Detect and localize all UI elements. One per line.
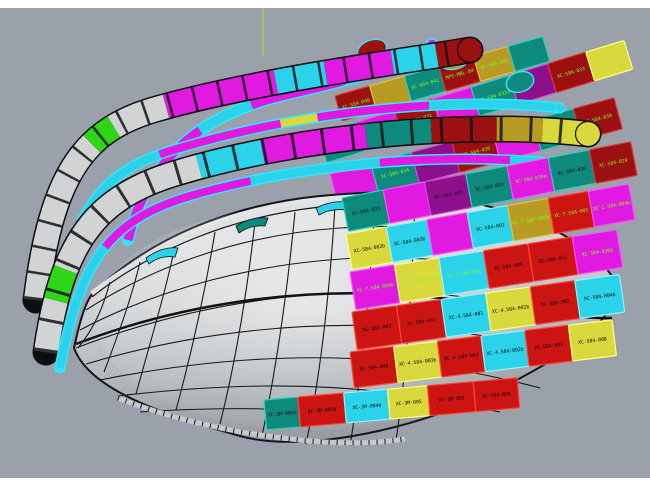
plate-label: XC-584-003: [362, 323, 392, 333]
plate-label: XC-584-001: [476, 222, 506, 233]
plate-label: XC-7.584-004b: [356, 282, 394, 294]
girder-segment[interactable]: [24, 38, 473, 302]
plate-label: XC-584-030b: [581, 247, 613, 258]
plate-label: XC-584-003b: [394, 236, 426, 247]
plate-label: XC-4.584-001: [444, 352, 479, 362]
plate-row: XC-584-003 XC-584-001 XC-4.584-001 XC-4.584…: [351, 274, 626, 351]
hull-plate[interactable]: [589, 141, 638, 184]
girders-layer: [22, 36, 613, 374]
girder-end-cap: [574, 120, 602, 148]
plate-label: XC-3M-005: [396, 399, 423, 407]
plate-label: XC-3M-004b: [352, 403, 381, 412]
plate-label: XC-584-002b: [353, 243, 385, 254]
girder-segment[interactable]: [123, 40, 436, 242]
girder-end-cap: [505, 70, 535, 94]
plate-label: XC-584-011: [538, 255, 568, 265]
plate-row: XC-3M-005b XC-3M-005b XC-3M-004b XC-3M-005 X…: [263, 377, 521, 431]
bottom-flange: [117, 395, 406, 446]
plate-row: XC-7.584-004b XC-7.584-005 XC-7.584-001 XC-…: [349, 229, 624, 310]
viewport-content: XC-584-040XC-584-041MPS-MBL-04XC-584-042…: [0, 8, 650, 478]
deck-girder[interactable]: [32, 115, 602, 366]
girder-segment[interactable]: [34, 116, 590, 354]
hull-plate[interactable]: [571, 229, 624, 275]
plate-label: XC-584-029: [599, 158, 629, 169]
girder-segment[interactable]: [50, 100, 561, 331]
plate-label: XC-4.584-001: [449, 311, 484, 322]
plate-label: XC-584-006: [494, 262, 524, 272]
side-plates-layer: XC-584-033 XC-584-032 XC-584-031 XC-584-030…: [263, 141, 638, 431]
hull-plate[interactable]: [382, 181, 432, 224]
cyan-edge-sliver: [145, 247, 179, 265]
plate-label: XC-4.584-003b: [399, 357, 437, 368]
plate-label: XC-7.584-005: [402, 275, 437, 286]
plate-row: XC-584-005 XC-4.584-003b XC-4.584-001 XC-4.…: [349, 319, 617, 389]
girder-end-cap: [456, 36, 484, 64]
girder-segment[interactable]: [24, 38, 473, 302]
plate-label: XC-584-001: [407, 317, 437, 327]
girder-segment[interactable]: [50, 100, 561, 331]
plate-label: XC-584-030a: [515, 173, 547, 185]
girder-panel-seams: [24, 38, 473, 302]
hull-plate[interactable]: [567, 319, 617, 362]
hull-plate[interactable]: [574, 274, 626, 319]
girder-segment[interactable]: [56, 155, 608, 369]
plate-label: XC-3M-003: [438, 395, 465, 403]
girder-segment[interactable]: [56, 155, 608, 369]
plate-label: XC-3M-005b: [268, 410, 297, 419]
plate-label: XC-584-004b: [584, 292, 616, 302]
plate-label: XC-7.584-005: [554, 207, 589, 219]
teal-edge-sliver: [235, 217, 269, 234]
girder-segment[interactable]: [56, 155, 608, 369]
plate-label: XC-584-002: [534, 342, 564, 351]
deck-girder[interactable]: [22, 36, 484, 314]
plate-label: XC-584-005: [482, 391, 511, 400]
girder-segment[interactable]: [34, 116, 590, 354]
plate-label: XC-584-002: [541, 298, 571, 308]
hull-plate[interactable]: [472, 377, 521, 413]
plate-label: XC-584-031: [475, 182, 505, 193]
plate-row: XC-584-002b XC-584-003b XC-584-001 XC-7.584…: [345, 183, 636, 270]
plate-label: XC-584-005: [359, 363, 389, 372]
plate-label: XC-584-033: [351, 206, 381, 217]
plate-row: XC-584-033 XC-584-032 XC-584-031 XC-584-030…: [341, 141, 638, 232]
hull-plate[interactable]: [426, 212, 474, 256]
girder-end-cap: [554, 102, 566, 114]
plate-label: XC-4.584-002b: [486, 347, 524, 358]
hull-plate[interactable]: [587, 183, 636, 228]
plate-label: XC-7.584-001: [447, 268, 482, 279]
hull-plate[interactable]: [507, 36, 551, 72]
hull-plate[interactable]: [585, 40, 634, 82]
plate-label: XC-4.584-002b: [492, 304, 530, 315]
plate-label: XC-584-032: [434, 190, 464, 201]
plate-label: XC-584-008: [578, 336, 608, 345]
plate-label: XC-3M-005b: [308, 407, 337, 416]
plate-label: XC-584-030: [557, 166, 587, 177]
